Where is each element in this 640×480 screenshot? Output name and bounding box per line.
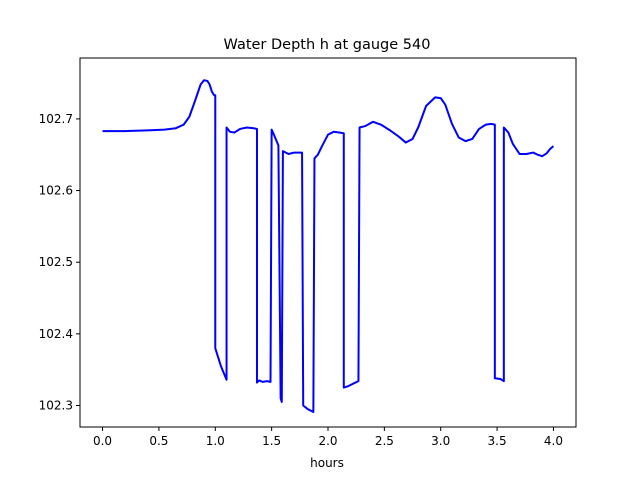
y-tick-label: 102.5 [39,255,73,269]
x-tick-label: 3.5 [488,434,507,448]
x-axis: 0.0 0.5 1.0 1.5 2.0 2.5 3.0 3.5 4.0 [93,427,563,448]
y-tick-label: 102.3 [39,399,73,413]
chart-title: Water Depth h at gauge 540 [224,37,431,53]
x-tick-label: 2.5 [375,434,394,448]
x-tick-label: 1.5 [262,434,281,448]
y-tick-label: 102.7 [39,112,73,126]
x-tick-label: 1.0 [206,434,225,448]
plot-area [79,57,577,428]
x-tick-label: 3.0 [431,434,450,448]
plot-frame [79,57,577,428]
x-tick-label: 0.0 [93,434,112,448]
x-tick-label: 4.0 [544,434,563,448]
x-axis-label: hours [310,456,344,470]
x-tick-label: 0.5 [149,434,168,448]
series-line [102,79,555,413]
y-tick-label: 102.6 [39,184,73,198]
x-tick-label: 2.0 [318,434,337,448]
y-axis: 102.3 102.4 102.5 102.6 102.7 [39,112,80,413]
y-tick-label: 102.4 [39,327,73,341]
